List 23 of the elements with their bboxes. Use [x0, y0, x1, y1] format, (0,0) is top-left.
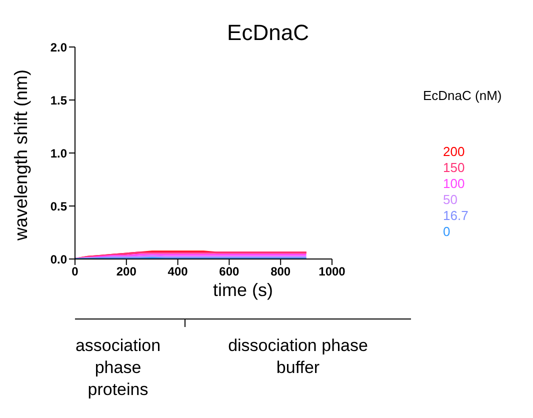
y-tick-label: 2.0: [50, 40, 68, 54]
x-tick-label: 400: [168, 264, 188, 279]
text: dissociation phase buffer: [227, 335, 369, 379]
text: 50: [442, 192, 458, 208]
text: 100: [442, 176, 466, 192]
y-tick-label: 0.5: [50, 199, 68, 214]
legend-title: EcDnaC (nM): [423, 88, 503, 104]
y-tick-label: 0.0: [50, 252, 68, 266]
text: association phase proteins: [74, 335, 162, 401]
x-tick-label: 200: [116, 264, 137, 279]
chart-title: EcDnaC: [226, 20, 310, 46]
x-tick-label: 600: [219, 264, 240, 279]
x-axis-title: time (s): [212, 280, 274, 301]
text: 150: [442, 160, 466, 176]
text: 0: [442, 224, 452, 240]
x-tick-label: 800: [270, 264, 291, 279]
y-axis-title: wavelength shift (nm): [11, 68, 32, 243]
y-tick-label: 1.5: [50, 93, 68, 108]
y-tick-label: 1.0: [50, 146, 68, 160]
text: 16.7: [442, 208, 470, 224]
x-tick-label: 0: [72, 264, 79, 279]
text: 200: [442, 144, 466, 160]
x-tick-label: 1000: [318, 264, 346, 279]
